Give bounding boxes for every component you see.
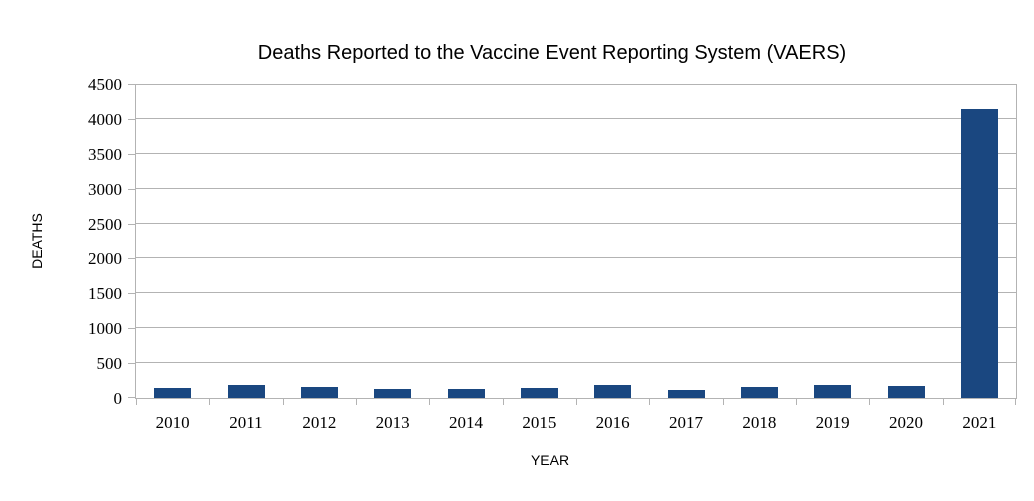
bar-2021	[960, 109, 998, 398]
x-axis-tick	[356, 398, 357, 405]
bar-2012	[300, 387, 338, 398]
gridline	[136, 84, 1016, 85]
x-axis-tick	[283, 398, 284, 405]
x-tick-label: 2021	[962, 413, 997, 432]
gridline	[136, 222, 1016, 224]
bar-2014	[447, 389, 485, 398]
bar-2018	[740, 387, 778, 398]
y-tick-label: 4000	[88, 109, 122, 129]
y-axis-tick	[128, 118, 136, 120]
gridline	[136, 187, 1016, 189]
x-tick-label: 2011	[229, 413, 263, 432]
x-tick-label: 2017	[668, 413, 703, 432]
x-axis-tick	[136, 398, 137, 405]
y-axis-tick	[128, 397, 136, 398]
bar-2020	[887, 386, 925, 398]
y-tick-label: 4500	[88, 75, 122, 94]
x-axis-tick	[503, 398, 504, 405]
x-tick-label: 2013	[375, 413, 410, 432]
bar-2017	[667, 390, 705, 398]
y-tick-label: 2500	[88, 214, 122, 234]
x-tick-label: 2018	[742, 413, 777, 432]
gridline	[136, 117, 1016, 119]
gridline	[136, 362, 1016, 364]
x-axis-tick	[723, 398, 724, 405]
bar-2011	[227, 385, 265, 398]
bar-2013	[374, 389, 412, 398]
y-tick-label: 3000	[88, 179, 122, 199]
y-tick-label: 1500	[88, 284, 122, 304]
y-axis-tick	[128, 188, 136, 190]
y-axis-tick	[128, 258, 136, 260]
y-axis-tick	[128, 223, 136, 225]
y-axis-tick	[128, 363, 136, 365]
x-tick-label: 2015	[522, 413, 557, 432]
x-tick-label: 2016	[595, 413, 630, 432]
x-axis-tick	[209, 398, 210, 405]
gridline	[136, 257, 1016, 259]
x-tick-label: 2019	[815, 413, 850, 432]
plot-area: 0 500 1000 1500 2000 2500 3000 3500 4000 4500 2010…	[88, 76, 1017, 431]
bar-2019	[814, 385, 852, 398]
y-tick-label: 500	[96, 354, 123, 374]
gridline	[136, 327, 1016, 329]
y-tick-label: 1000	[88, 319, 122, 339]
gridline	[136, 292, 1016, 294]
y-tick-label: 0	[113, 389, 123, 408]
y-axis-tick	[128, 328, 136, 330]
x-axis-tick	[796, 398, 797, 405]
y-axis-tick	[128, 293, 136, 295]
bar-2010	[154, 388, 192, 398]
x-tick-label: 2010	[155, 413, 190, 432]
x-axis-tick	[649, 398, 650, 405]
x-tick-label: 2014	[448, 413, 483, 432]
y-axis-title: DEATHS	[29, 213, 45, 269]
x-tick-label: 2012	[302, 413, 337, 432]
chart-title: Deaths Reported to the Vaccine Event Rep…	[257, 42, 847, 64]
bar-2016	[594, 385, 632, 398]
x-axis-tick	[943, 398, 944, 405]
x-axis-tick	[1015, 398, 1016, 405]
gridline	[136, 152, 1016, 154]
x-tick-label: 2020	[888, 413, 923, 432]
y-axis-tick	[128, 153, 136, 155]
bar-2015	[520, 388, 558, 398]
x-axis-tick	[869, 398, 870, 405]
x-axis-tick	[429, 398, 430, 405]
y-axis-tick	[128, 84, 136, 85]
y-tick-label: 3500	[88, 144, 122, 164]
x-axis-tick	[576, 398, 577, 405]
x-axis-title: YEAR	[530, 452, 570, 468]
y-tick-label: 2000	[88, 249, 122, 269]
